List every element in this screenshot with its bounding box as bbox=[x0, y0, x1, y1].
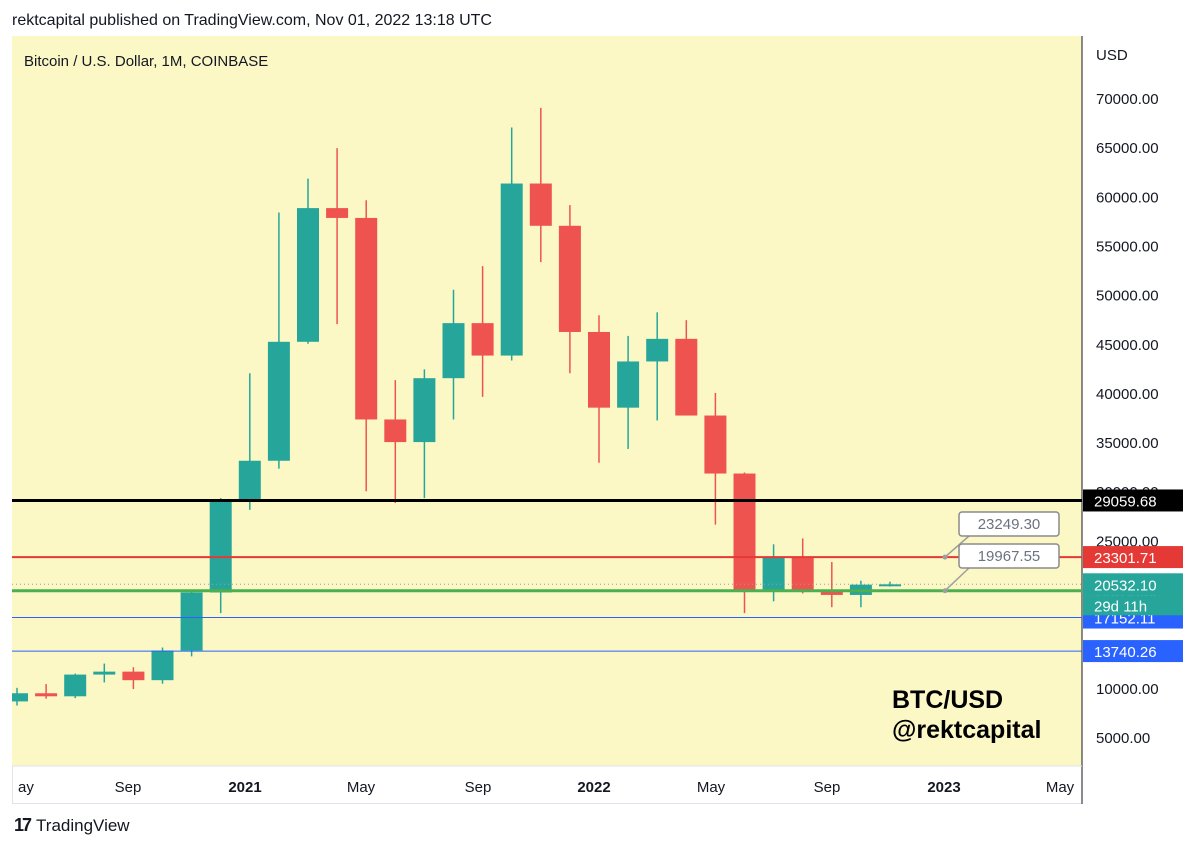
btc-monthly-chart[interactable]: 70000.00 65000.00 60000.00 55000.00 50000.00… bbox=[12, 36, 1188, 804]
publish-info: rektcapital published on TradingView.com… bbox=[12, 12, 492, 29]
candle-body bbox=[529, 183, 552, 226]
price-labels: 29059.6823301.7119879.5617152.1113740.26… bbox=[1083, 489, 1183, 663]
candle-body bbox=[675, 338, 698, 416]
price-label: 13740.26 bbox=[1094, 644, 1157, 661]
candle-body bbox=[238, 460, 261, 502]
y-tick-label: 40000.00 bbox=[1096, 386, 1159, 403]
candle-body bbox=[122, 671, 145, 681]
watermark-author: @rektcapital bbox=[892, 716, 1041, 744]
x-tick-label: May bbox=[347, 779, 376, 796]
x-tick-label: 2022 bbox=[577, 779, 610, 796]
candle-body bbox=[558, 225, 581, 332]
y-axis-unit: USD bbox=[1096, 47, 1128, 64]
y-tick-label: 10000.00 bbox=[1096, 681, 1159, 698]
candles-group bbox=[12, 107, 901, 706]
y-tick-label: 60000.00 bbox=[1096, 189, 1159, 206]
price-label: 29059.68 bbox=[1094, 493, 1157, 510]
candle-body bbox=[413, 378, 436, 443]
tradingview-logo-icon: 17 bbox=[14, 815, 32, 835]
x-tick-label: Sep bbox=[115, 779, 142, 796]
candle-body bbox=[35, 693, 58, 697]
candle-body bbox=[326, 208, 349, 218]
candle-body bbox=[297, 208, 319, 342]
y-tick-label: 5000.00 bbox=[1096, 730, 1150, 747]
price-label: 23301.71 bbox=[1094, 550, 1157, 567]
chart-title: Bitcoin / U.S. Dollar, 1M, COINBASE bbox=[24, 53, 268, 70]
candle-body bbox=[704, 415, 727, 474]
x-tick-label: May bbox=[697, 779, 726, 796]
candle-body bbox=[820, 589, 843, 595]
candle-body bbox=[791, 557, 814, 590]
price-label-bg bbox=[1083, 640, 1183, 663]
current-price-label-bg bbox=[1083, 573, 1183, 596]
x-tick-label: ay bbox=[18, 779, 34, 796]
current-price-label: 20532.10 bbox=[1094, 577, 1157, 594]
y-tick-label: 50000.00 bbox=[1096, 288, 1159, 305]
x-tick-label: Sep bbox=[465, 779, 492, 796]
price-axis-background[interactable] bbox=[1082, 36, 1188, 804]
callout-connector bbox=[944, 535, 970, 558]
callout-anchor-dot bbox=[942, 554, 948, 560]
candle-body bbox=[588, 331, 610, 408]
candle-body bbox=[64, 674, 87, 697]
y-tick-label: 45000.00 bbox=[1096, 337, 1159, 354]
y-tick-label: 65000.00 bbox=[1096, 140, 1159, 157]
x-tick-label: Sep bbox=[814, 779, 841, 796]
x-axis-ticks: ay Sep 2021 May Sep 2022 May Sep 2023 May bbox=[18, 779, 1075, 796]
y-tick-label: 70000.00 bbox=[1096, 91, 1159, 108]
y-tick-label: 35000.00 bbox=[1096, 435, 1159, 452]
current-price-label-extra-bg bbox=[1083, 595, 1183, 616]
callout-box bbox=[958, 511, 1060, 537]
candle-body bbox=[93, 671, 116, 675]
x-tick-label: May bbox=[1046, 779, 1075, 796]
candle-body bbox=[180, 592, 203, 651]
candle-body bbox=[355, 217, 378, 420]
x-tick-label: 2021 bbox=[228, 779, 261, 796]
candle-body bbox=[617, 361, 640, 408]
candle-body bbox=[442, 323, 465, 379]
price-label-bg bbox=[1083, 546, 1183, 569]
candle-body bbox=[267, 341, 290, 461]
candle-body bbox=[384, 419, 407, 443]
callout-label: 23249.30 bbox=[978, 516, 1041, 533]
footer: 17 TradingView bbox=[14, 815, 130, 836]
horizontal-lines-group bbox=[12, 498, 1082, 652]
watermark-symbol: BTC/USD bbox=[892, 686, 1003, 714]
price-callouts: 23249.30 19967.55 bbox=[942, 511, 1060, 594]
callout-box bbox=[958, 543, 1060, 569]
candle-body bbox=[762, 557, 785, 591]
callout-connector bbox=[944, 567, 970, 592]
callout-label: 19967.55 bbox=[978, 548, 1041, 565]
current-price-label-countdown: 29d 11h bbox=[1094, 598, 1147, 615]
tradingview-brand: TradingView bbox=[36, 815, 130, 835]
price-label-bg bbox=[1083, 489, 1183, 512]
candle-body bbox=[209, 501, 232, 593]
x-tick-label: 2023 bbox=[927, 779, 960, 796]
candle-body bbox=[12, 693, 28, 702]
candle-body bbox=[733, 473, 756, 591]
callout-anchor-dot bbox=[942, 588, 948, 594]
y-tick-label: 55000.00 bbox=[1096, 238, 1159, 255]
candle-body bbox=[471, 323, 494, 356]
candle-body bbox=[151, 650, 174, 681]
candle-body bbox=[500, 183, 523, 356]
candle-body bbox=[879, 584, 901, 587]
candle-body bbox=[646, 338, 669, 362]
